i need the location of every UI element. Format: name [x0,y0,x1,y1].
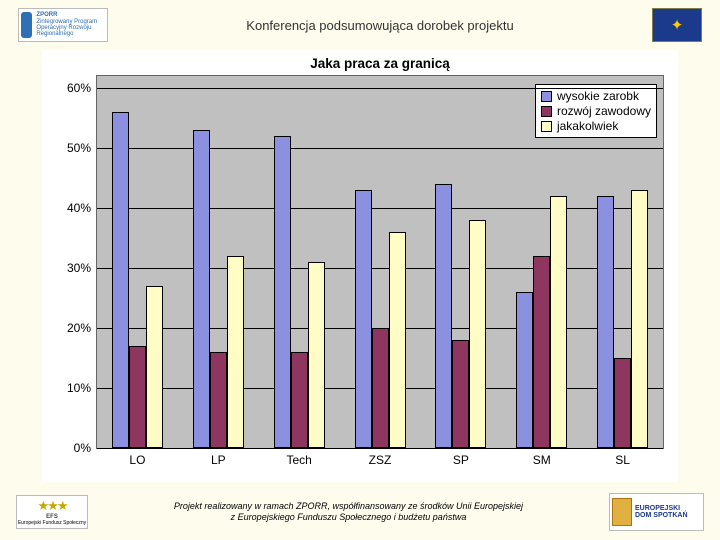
eds-logo: EUROPEJSKI DOM SPOTKAŃ [609,493,704,531]
x-tick-label: SL [615,453,630,467]
bar [227,256,244,448]
bar [516,292,533,448]
y-tick-label: 10% [67,381,91,395]
zporr-sublabel: Zintegrowany Program Operacyjny Rozwoju … [36,19,97,38]
efs-sublabel: Europejski Fundusz Społeczny [18,520,86,526]
y-tick-label: 50% [67,141,91,155]
legend-label: wysokie zarobk [557,89,639,103]
grid-line [97,88,663,89]
efs-logo: ★★★ EFS Europejski Fundusz Społeczny [16,495,88,529]
bar [452,340,469,448]
x-tick-label: Tech [286,453,311,467]
eds-icon [612,498,632,526]
bar [389,232,406,448]
zporr-label: ZPORR [36,12,57,18]
x-tick-label: LO [129,453,145,467]
legend-swatch [541,91,552,102]
legend-label: jakakolwiek [557,119,618,133]
footer-text: Projekt realizowany w ramach ZPORR, wspó… [88,501,609,523]
y-tick-label: 40% [67,201,91,215]
footer-line2: z Europejskiego Funduszu Społecznego i b… [231,512,467,522]
bar [291,352,308,448]
chart-plot: wysokie zarobkrozwój zawodowyjakakolwiek… [96,75,664,449]
bar [631,190,648,448]
y-tick-label: 30% [67,261,91,275]
grid-line [97,208,663,209]
page-title: Konferencja podsumowująca dorobek projek… [246,18,513,33]
zporr-text: ZPORR Zintegrowany Program Operacyjny Ro… [36,12,105,37]
x-tick-label: LP [211,453,226,467]
legend-item: rozwój zawodowy [541,104,651,118]
bar [533,256,550,448]
eu-flag-icon: ✦ [652,8,702,42]
x-tick-label: ZSZ [369,453,392,467]
grid-line [97,448,663,449]
y-tick-label: 20% [67,321,91,335]
bar [210,352,227,448]
y-tick-label: 0% [74,441,91,455]
legend-item: jakakolwiek [541,119,651,133]
legend-label: rozwój zawodowy [557,104,651,118]
grid-line [97,148,663,149]
zporr-icon [21,12,32,38]
bar [435,184,452,448]
bar [129,346,146,448]
bar [308,262,325,448]
chart-container: Jaka praca za granicą wysokie zarobkrozw… [42,50,678,482]
legend-item: wysokie zarobk [541,89,651,103]
eds-text: EUROPEJSKI DOM SPOTKAŃ [635,505,688,520]
eu-stars-icon: ✦ [671,16,684,34]
header: ZPORR Zintegrowany Program Operacyjny Ro… [0,0,720,50]
grid-line [97,268,663,269]
bar [112,112,129,448]
x-tick-label: SP [453,453,469,467]
zporr-logo: ZPORR Zintegrowany Program Operacyjny Ro… [18,8,108,42]
bar [550,196,567,448]
eds-line2: DOM SPOTKAŃ [635,512,688,519]
bar [597,196,614,448]
chart-title: Jaka praca za granicą [96,56,664,71]
bar [372,328,389,448]
chart-legend: wysokie zarobkrozwój zawodowyjakakolwiek [535,84,657,138]
y-tick-label: 60% [67,81,91,95]
legend-swatch [541,121,552,132]
bar [193,130,210,448]
legend-swatch [541,106,552,117]
bar [469,220,486,448]
footer-line1: Projekt realizowany w ramach ZPORR, wspó… [174,501,523,511]
bar [355,190,372,448]
efs-stars-icon: ★★★ [38,498,67,514]
footer: ★★★ EFS Europejski Fundusz Społeczny Pro… [0,488,720,536]
eds-line1: EUROPEJSKI [635,505,680,512]
bar [146,286,163,448]
x-tick-label: SM [533,453,551,467]
bar [614,358,631,448]
bar [274,136,291,448]
